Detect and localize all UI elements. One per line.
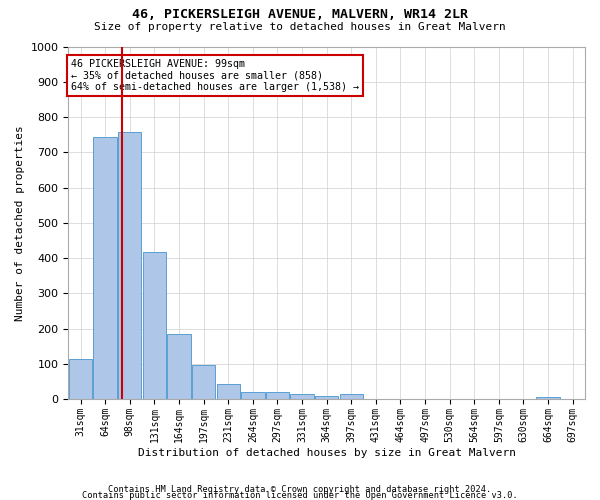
Bar [217, 384, 240, 399]
Text: Contains public sector information licensed under the Open Government Licence v3: Contains public sector information licen… [82, 490, 518, 500]
Bar [118, 132, 142, 399]
Bar [536, 398, 560, 399]
Bar [266, 392, 289, 399]
Bar [192, 365, 215, 399]
Text: Contains HM Land Registry data © Crown copyright and database right 2024.: Contains HM Land Registry data © Crown c… [109, 484, 491, 494]
Y-axis label: Number of detached properties: Number of detached properties [15, 125, 25, 320]
Bar [69, 359, 92, 399]
Text: 46, PICKERSLEIGH AVENUE, MALVERN, WR14 2LR: 46, PICKERSLEIGH AVENUE, MALVERN, WR14 2… [132, 8, 468, 21]
Bar [94, 137, 117, 399]
Bar [315, 396, 338, 399]
Text: 46 PICKERSLEIGH AVENUE: 99sqm
← 35% of detached houses are smaller (858)
64% of : 46 PICKERSLEIGH AVENUE: 99sqm ← 35% of d… [71, 59, 359, 92]
X-axis label: Distribution of detached houses by size in Great Malvern: Distribution of detached houses by size … [137, 448, 515, 458]
Bar [340, 394, 363, 399]
Bar [167, 334, 191, 399]
Bar [241, 392, 265, 399]
Text: Size of property relative to detached houses in Great Malvern: Size of property relative to detached ho… [94, 22, 506, 32]
Bar [290, 394, 314, 399]
Bar [143, 252, 166, 399]
